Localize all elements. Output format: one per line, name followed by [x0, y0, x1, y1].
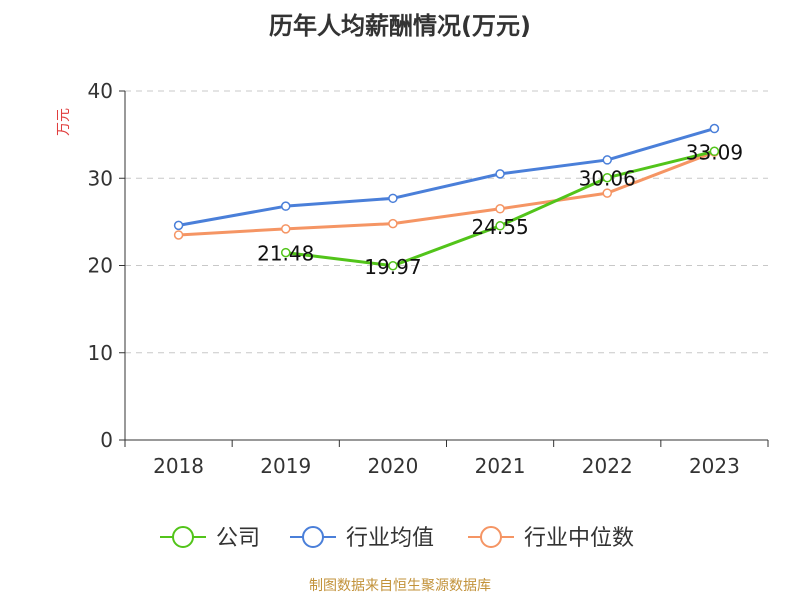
data-point [709, 123, 720, 134]
data-point [495, 169, 505, 179]
x-tick-label: 2022 [582, 454, 633, 478]
legend-item: 行业均值 [290, 526, 434, 551]
data-point [602, 172, 612, 183]
series-0 [281, 146, 720, 271]
y-tick-label: 10 [88, 341, 113, 365]
legend-item: 行业中位数 [468, 526, 634, 551]
data-point [388, 193, 398, 204]
data-point [388, 261, 398, 271]
legend-label: 公司 [216, 526, 260, 551]
series-2 [173, 147, 720, 240]
data-point [602, 188, 612, 198]
x-tick-label: 2018 [153, 454, 204, 478]
data-point [173, 230, 184, 240]
data-point [709, 146, 720, 157]
axes: 0 10 20 30 40 2018 2019 2020 2021 2022 2023 [88, 79, 769, 478]
data-label: 24.55 [471, 215, 528, 239]
series-layer [173, 123, 720, 271]
data-point [281, 247, 291, 258]
x-tick-label: 2021 [475, 454, 526, 478]
series-1 [173, 123, 720, 231]
data-point [281, 201, 291, 211]
legend-label: 行业中位数 [524, 526, 634, 551]
series-line [178, 127, 715, 227]
y-tick-label: 0 [100, 428, 113, 452]
legend-item: 公司 [160, 526, 260, 551]
data-point [281, 224, 291, 234]
data-label: 33.09 [686, 140, 743, 164]
chart-title: 历年人均薪酬情况(万元) [269, 12, 531, 40]
x-tick-label: 2023 [689, 454, 740, 478]
data-labels: 21.48 19.97 24.55 30.06 33.09 [257, 140, 743, 278]
data-point [602, 155, 612, 165]
legend-marker [302, 526, 324, 548]
y-tick-label: 30 [88, 166, 113, 190]
grid-lines [125, 90, 768, 354]
y-tick-label: 20 [88, 254, 113, 278]
y-tick-label: 40 [88, 79, 113, 103]
legend-label: 行业均值 [346, 526, 434, 551]
data-point [388, 218, 398, 229]
legend: 公司 行业均值 行业中位数 [160, 526, 634, 551]
legend-marker [172, 526, 194, 548]
legend-marker [480, 526, 502, 548]
data-point [495, 204, 505, 214]
source-note: 制图数据来自恒生聚源数据库 [309, 578, 491, 594]
x-tick-label: 2020 [367, 454, 418, 478]
y-axis-label: 万元 [56, 108, 72, 136]
data-label: 21.48 [257, 242, 314, 266]
data-label: 30.06 [579, 167, 636, 191]
data-point [173, 220, 184, 231]
data-point [495, 221, 505, 231]
x-tick-label: 2019 [260, 454, 311, 478]
series-line [178, 150, 715, 237]
data-label: 19.97 [364, 255, 421, 279]
